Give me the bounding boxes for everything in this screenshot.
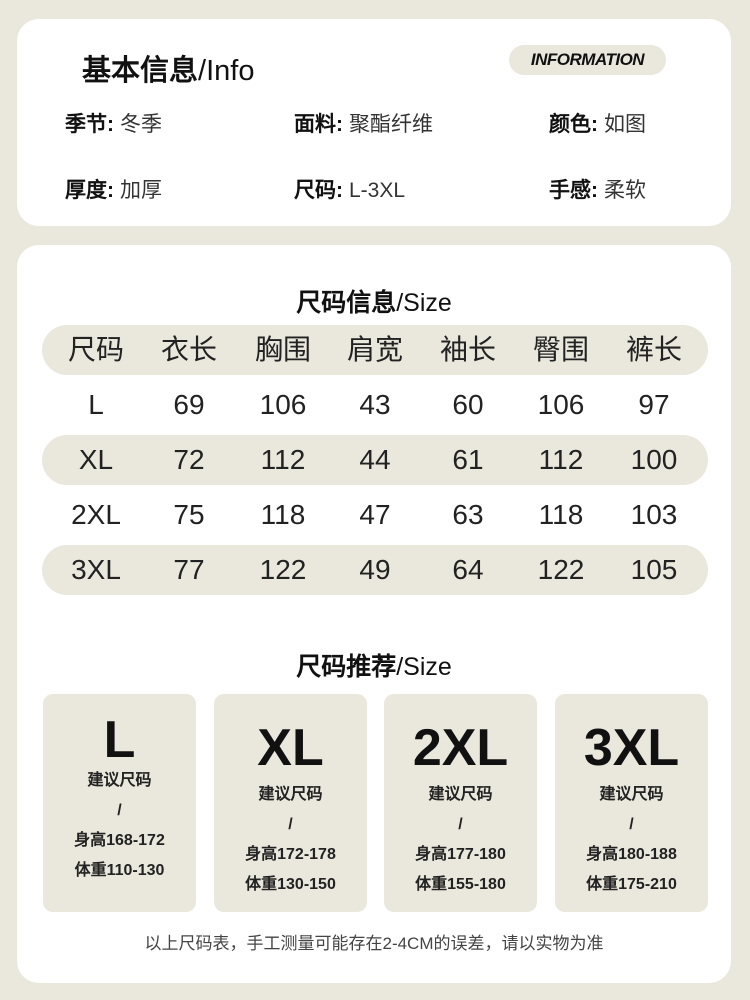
size-recommendation-card: XL 建议尺码 / 身高172-178 体重130-150 xyxy=(214,694,367,912)
size-card: 尺码信息/Size 尺码 衣长 胸围 肩宽 袖长 臀围 裤长 L 69 106 43 60 106 97 X… xyxy=(17,245,731,983)
size-recommendation-card: 2XL 建议尺码 / 身高177-180 体重155-180 xyxy=(384,694,537,912)
size-label: XL xyxy=(257,719,324,777)
table-row: L 69 106 43 60 106 97 xyxy=(42,380,708,430)
attribute-value: 柔软 xyxy=(604,179,646,202)
table-cell: 112 xyxy=(538,444,584,475)
attribute-item: 面料: 聚酯纤维 xyxy=(294,108,433,138)
table-cell: 122 xyxy=(537,554,585,585)
table-row: 2XL 75 118 47 63 118 103 xyxy=(42,490,708,540)
attribute-label: 面料: xyxy=(294,113,343,136)
size-recommendation-card: 3XL 建议尺码 / 身高180-188 体重175-210 xyxy=(555,694,708,912)
weight-range: 体重155-180 xyxy=(415,876,506,893)
attribute-item: 季节: 冬季 xyxy=(65,108,162,138)
suggest-label: 建议尺码 xyxy=(258,786,323,803)
attribute-value: L-3XL xyxy=(349,179,406,202)
table-cell: L xyxy=(88,389,104,420)
size-label: 3XL xyxy=(583,719,680,777)
attribute-item: 颜色: 如图 xyxy=(549,108,646,138)
height-range: 身高172-178 xyxy=(245,846,336,863)
header-cell: 臀围 xyxy=(532,334,589,365)
table-cell: 77 xyxy=(173,554,205,585)
separator: / xyxy=(629,816,634,833)
table-cell: 2XL xyxy=(71,499,121,530)
table-cell: 105 xyxy=(630,554,678,585)
information-badge: INFORMATION xyxy=(509,45,666,75)
table-cell: 61 xyxy=(452,444,484,475)
header-cell: 衣长 xyxy=(160,334,217,365)
size-label: L xyxy=(103,711,136,769)
table-row: XL 72 112 44 61 112 100 xyxy=(42,435,708,485)
height-range: 身高168-172 xyxy=(74,832,165,849)
table-cell: 118 xyxy=(260,499,306,530)
separator: / xyxy=(458,816,463,833)
header-cell: 尺码 xyxy=(67,334,124,365)
footer-note: 以上尺码表，手工测量可能存在2-4CM的误差，请以实物为准 xyxy=(144,934,604,953)
table-row: 3XL 77 122 49 64 122 105 xyxy=(42,545,708,595)
table-cell: 122 xyxy=(259,554,307,585)
suggest-label: 建议尺码 xyxy=(428,786,493,803)
size-recommendation-card: L 建议尺码 / 身高168-172 体重110-130 xyxy=(43,694,196,912)
table-cell: 63 xyxy=(452,499,484,530)
table-cell: 100 xyxy=(630,444,678,475)
size-table-title: 尺码信息/Size xyxy=(296,289,452,317)
table-header: 尺码 衣长 胸围 肩宽 袖长 臀围 裤长 xyxy=(42,325,708,375)
attribute-value: 聚酯纤维 xyxy=(349,113,433,136)
separator: / xyxy=(117,802,122,819)
suggest-label: 建议尺码 xyxy=(599,786,664,803)
height-range: 身高180-188 xyxy=(586,846,677,863)
attribute-label: 季节: xyxy=(65,113,114,136)
attribute-value: 如图 xyxy=(604,113,646,136)
attribute-item: 尺码: L-3XL xyxy=(294,174,405,204)
attribute-label: 尺码: xyxy=(294,179,343,202)
info-title: 基本信息/Info xyxy=(82,55,255,87)
attribute-item: 手感: 柔软 xyxy=(549,174,646,204)
table-cell: 75 xyxy=(173,499,205,530)
table-cell: 64 xyxy=(452,554,484,585)
table-cell: 106 xyxy=(259,389,307,420)
weight-range: 体重130-150 xyxy=(245,876,336,893)
attribute-label: 厚度: xyxy=(65,179,114,202)
attribute-value: 加厚 xyxy=(120,179,162,202)
suggest-label: 建议尺码 xyxy=(87,772,152,789)
table-cell: 69 xyxy=(173,389,205,420)
attribute-item: 厚度: 加厚 xyxy=(65,174,162,204)
header-cell: 裤长 xyxy=(625,334,682,365)
recommend-title: 尺码推荐/Size xyxy=(296,653,452,681)
table-cell: 60 xyxy=(452,389,484,420)
info-card: 基本信息/Info INFORMATION 季节: 冬季 面料: 聚酯纤维 颜色: 如图厚… xyxy=(17,19,731,226)
table-cell: 44 xyxy=(359,444,391,475)
table-cell: 106 xyxy=(537,389,585,420)
height-range: 身高177-180 xyxy=(415,846,506,863)
table-cell: 97 xyxy=(638,389,670,420)
header-cell: 袖长 xyxy=(439,334,496,365)
attribute-label: 手感: xyxy=(549,179,598,202)
table-cell: XL xyxy=(78,444,114,475)
weight-range: 体重110-130 xyxy=(74,862,165,879)
table-cell: 118 xyxy=(538,499,584,530)
table-cell: 47 xyxy=(359,499,391,530)
table-cell: 72 xyxy=(173,444,205,475)
weight-range: 体重175-210 xyxy=(586,876,677,893)
size-label: 2XL xyxy=(412,719,509,777)
table-cell: 3XL xyxy=(71,554,121,585)
attribute-label: 颜色: xyxy=(549,113,598,136)
attribute-value: 冬季 xyxy=(120,113,162,136)
separator: / xyxy=(288,816,293,833)
header-cell: 肩宽 xyxy=(346,334,403,365)
table-cell: 49 xyxy=(359,554,391,585)
header-cell: 胸围 xyxy=(254,334,311,365)
table-cell: 103 xyxy=(630,499,678,530)
table-cell: 43 xyxy=(359,389,391,420)
table-cell: 112 xyxy=(260,444,306,475)
